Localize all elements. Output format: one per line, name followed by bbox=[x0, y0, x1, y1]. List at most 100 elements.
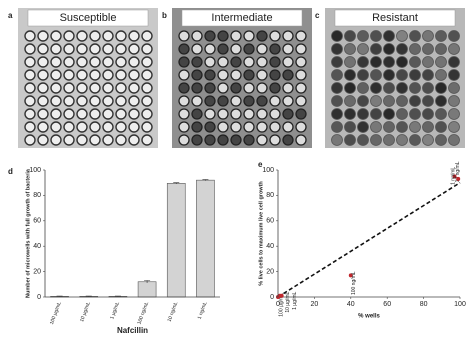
well bbox=[63, 56, 75, 68]
well bbox=[24, 95, 36, 107]
well bbox=[295, 30, 307, 42]
well bbox=[204, 95, 216, 107]
well bbox=[409, 69, 421, 81]
well bbox=[217, 95, 229, 107]
well bbox=[230, 82, 242, 94]
well bbox=[63, 108, 75, 120]
y-tick-label: 20 bbox=[33, 268, 41, 275]
title-box bbox=[334, 9, 456, 27]
well bbox=[295, 56, 307, 68]
point-label: 100 ng/mL bbox=[351, 271, 357, 295]
well bbox=[178, 95, 190, 107]
well bbox=[191, 82, 203, 94]
point bbox=[452, 174, 457, 179]
well bbox=[230, 30, 242, 42]
well bbox=[435, 30, 447, 42]
well bbox=[331, 82, 343, 94]
well bbox=[396, 43, 408, 55]
well bbox=[344, 134, 356, 146]
well bbox=[422, 43, 434, 55]
well bbox=[76, 134, 88, 146]
well bbox=[128, 43, 140, 55]
y-tick-label: 80 bbox=[266, 192, 274, 199]
well bbox=[50, 82, 62, 94]
x-tick-label: 60 bbox=[383, 301, 391, 308]
well bbox=[269, 30, 281, 42]
well bbox=[448, 82, 460, 94]
well bbox=[422, 134, 434, 146]
well bbox=[178, 69, 190, 81]
well bbox=[357, 56, 369, 68]
well bbox=[230, 43, 242, 55]
title-box bbox=[181, 9, 303, 27]
well bbox=[383, 56, 395, 68]
well bbox=[396, 69, 408, 81]
well bbox=[409, 108, 421, 120]
well bbox=[409, 121, 421, 133]
y-axis-label: % live cells to maximum live cell growth bbox=[258, 181, 264, 286]
well bbox=[37, 82, 49, 94]
point-label: 10 ng/mL bbox=[455, 161, 461, 182]
well bbox=[282, 95, 294, 107]
well bbox=[102, 95, 114, 107]
y-tick-label: 40 bbox=[33, 243, 41, 250]
well bbox=[24, 134, 36, 146]
panel-title: Resistant bbox=[372, 12, 418, 24]
well bbox=[243, 82, 255, 94]
bar bbox=[137, 281, 157, 298]
well bbox=[37, 95, 49, 107]
well bbox=[50, 56, 62, 68]
well bbox=[128, 56, 140, 68]
well bbox=[243, 134, 255, 146]
well bbox=[191, 134, 203, 146]
well bbox=[76, 43, 88, 55]
well bbox=[178, 134, 190, 146]
well bbox=[115, 108, 127, 120]
well bbox=[435, 121, 447, 133]
y-tick-label: 0 bbox=[270, 294, 274, 301]
well bbox=[357, 121, 369, 133]
well bbox=[282, 69, 294, 81]
well bbox=[178, 121, 190, 133]
well bbox=[448, 121, 460, 133]
well bbox=[178, 56, 190, 68]
trend-line bbox=[277, 182, 461, 298]
well bbox=[256, 95, 268, 107]
well bbox=[141, 43, 153, 55]
well bbox=[191, 121, 203, 133]
well bbox=[344, 69, 356, 81]
point bbox=[279, 293, 284, 298]
x-tick-label: 0 bbox=[276, 301, 280, 308]
well bbox=[357, 82, 369, 94]
well bbox=[102, 108, 114, 120]
well bbox=[102, 69, 114, 81]
well bbox=[282, 108, 294, 120]
well bbox=[344, 108, 356, 120]
well bbox=[115, 82, 127, 94]
well bbox=[217, 134, 229, 146]
well bbox=[89, 108, 101, 120]
well bbox=[63, 30, 75, 42]
well bbox=[331, 43, 343, 55]
panel-title: Susceptible bbox=[60, 12, 117, 24]
well bbox=[383, 121, 395, 133]
well bbox=[448, 69, 460, 81]
well bbox=[256, 43, 268, 55]
x-tick-label: 80 bbox=[420, 301, 428, 308]
y-axis-label: Number of microwells with full growth of… bbox=[25, 168, 31, 298]
well bbox=[282, 82, 294, 94]
point bbox=[348, 273, 353, 278]
well bbox=[128, 82, 140, 94]
well bbox=[370, 121, 382, 133]
y-tick-label: 100 bbox=[29, 167, 41, 174]
well bbox=[204, 30, 216, 42]
well bbox=[102, 30, 114, 42]
bar bbox=[166, 183, 186, 298]
well bbox=[24, 82, 36, 94]
well bbox=[191, 69, 203, 81]
panel-letter: b bbox=[162, 11, 167, 20]
well bbox=[344, 30, 356, 42]
point-label: 1 ng/mL bbox=[451, 167, 457, 185]
well bbox=[243, 108, 255, 120]
